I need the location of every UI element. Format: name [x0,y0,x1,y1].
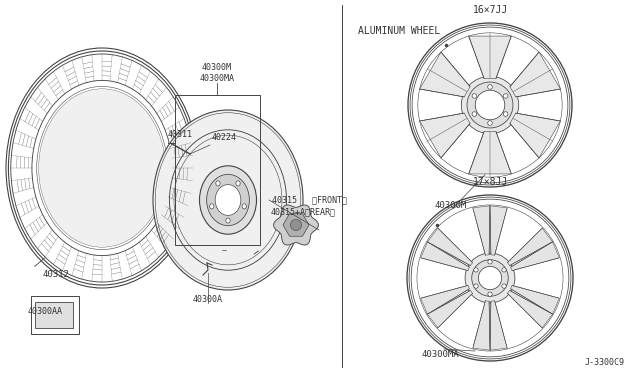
Circle shape [488,85,492,89]
Text: 40315   〈FRONT〉: 40315 〈FRONT〉 [272,195,347,204]
Circle shape [472,112,477,116]
Text: 40312: 40312 [42,270,69,279]
Polygon shape [510,52,561,97]
Polygon shape [511,285,559,314]
Ellipse shape [200,166,257,234]
Polygon shape [420,285,469,314]
Text: ALUMINUM WHEEL: ALUMINUM WHEEL [358,26,440,36]
Circle shape [502,268,506,272]
Circle shape [488,260,492,264]
Circle shape [461,76,518,134]
Polygon shape [473,301,490,350]
Polygon shape [428,228,472,266]
Polygon shape [473,206,490,255]
Text: 16×7JJ: 16×7JJ [472,5,508,15]
Polygon shape [490,301,507,350]
Circle shape [502,284,506,288]
Circle shape [488,121,492,125]
Circle shape [467,82,513,128]
Ellipse shape [207,174,250,226]
Circle shape [478,266,502,290]
Polygon shape [283,214,309,236]
Polygon shape [511,242,559,270]
Ellipse shape [215,185,241,215]
Ellipse shape [209,204,214,209]
Text: 40300M: 40300M [202,63,232,72]
Polygon shape [510,113,561,158]
Ellipse shape [226,218,230,223]
Text: 40300MA: 40300MA [422,350,460,359]
Circle shape [476,90,505,120]
Bar [35,302,73,328]
Polygon shape [468,36,511,78]
Text: J-3300C9: J-3300C9 [585,358,625,367]
Ellipse shape [38,89,165,247]
Circle shape [474,268,478,272]
Circle shape [503,94,508,98]
Polygon shape [420,242,469,270]
Circle shape [472,94,477,98]
Ellipse shape [216,181,220,186]
Ellipse shape [153,110,303,290]
Polygon shape [274,205,318,245]
Ellipse shape [236,181,240,186]
Polygon shape [490,206,507,255]
Circle shape [503,112,508,116]
Polygon shape [468,131,511,174]
Text: 40224: 40224 [212,133,237,142]
Polygon shape [508,291,552,328]
Text: 40300M: 40300M [435,201,467,210]
Circle shape [472,260,508,296]
Circle shape [488,292,492,296]
Circle shape [291,219,301,231]
Polygon shape [420,113,470,158]
Polygon shape [420,52,470,97]
Bar [31,296,79,334]
Ellipse shape [242,204,246,209]
Text: 40311: 40311 [168,130,193,139]
Polygon shape [508,228,552,266]
Text: 40300A: 40300A [193,295,223,304]
Circle shape [465,253,515,303]
Text: 40315+A〈REAR〉: 40315+A〈REAR〉 [271,207,336,216]
Bar [175,95,260,245]
Circle shape [474,284,478,288]
Text: 40300AA: 40300AA [28,307,63,316]
Polygon shape [428,291,472,328]
Text: 17×8JJ: 17×8JJ [472,177,508,187]
Text: 40300MA: 40300MA [200,74,234,83]
